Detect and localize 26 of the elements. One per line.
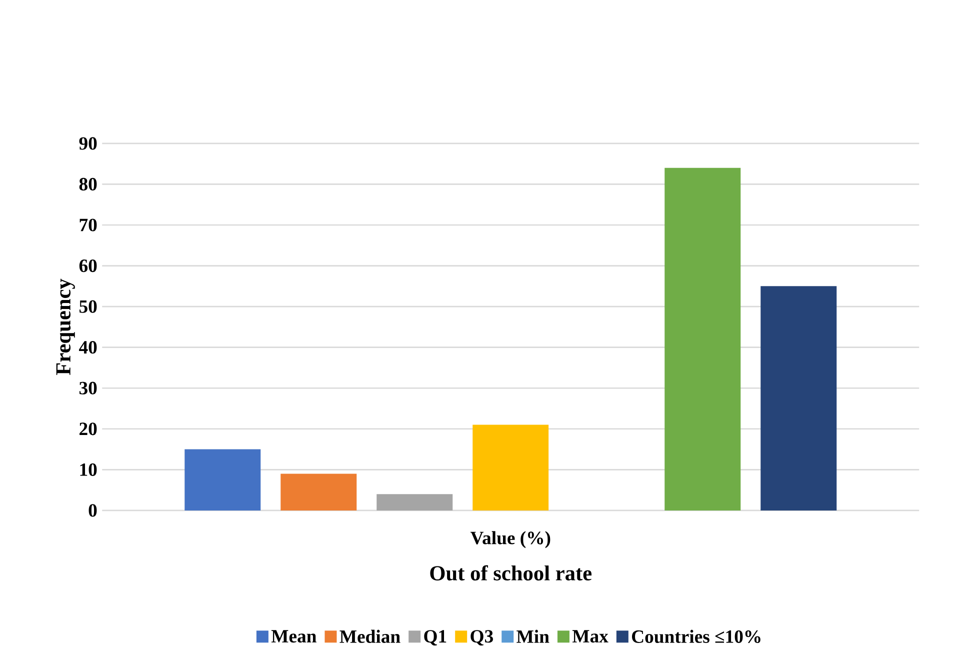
legend-label: Max bbox=[572, 630, 608, 643]
y-tick-label: 70 bbox=[80, 218, 97, 232]
bar bbox=[184, 449, 261, 510]
legend-label: Q1 bbox=[424, 630, 446, 646]
y-tick-label: 60 bbox=[79, 259, 97, 272]
bar bbox=[280, 474, 357, 510]
bar bbox=[472, 424, 549, 510]
y-tick-label: 90 bbox=[79, 137, 97, 150]
y-tick-label: 30 bbox=[79, 382, 97, 394]
y-tick-label: 50 bbox=[80, 300, 97, 313]
legend-label: Min bbox=[516, 630, 550, 643]
legend-label: Q3 bbox=[470, 630, 493, 646]
y-axis-title: Frequency bbox=[56, 278, 75, 375]
x-axis-title: Out of school rate bbox=[430, 565, 592, 580]
y-tick-label: 40 bbox=[79, 340, 97, 354]
legend-label: Median bbox=[340, 630, 400, 643]
y-tick-label: 10 bbox=[80, 463, 97, 476]
bar bbox=[760, 286, 837, 510]
y-tick-label: 80 bbox=[79, 178, 97, 190]
legend-label: Mean bbox=[271, 630, 316, 643]
legend-label: Countries ≤10% bbox=[632, 630, 760, 643]
y-tick-label: 20 bbox=[80, 422, 97, 436]
y-tick-label: 0 bbox=[88, 504, 97, 517]
bar bbox=[376, 494, 453, 510]
bar bbox=[664, 168, 741, 510]
x-tick-label: Value (%) bbox=[470, 531, 550, 548]
